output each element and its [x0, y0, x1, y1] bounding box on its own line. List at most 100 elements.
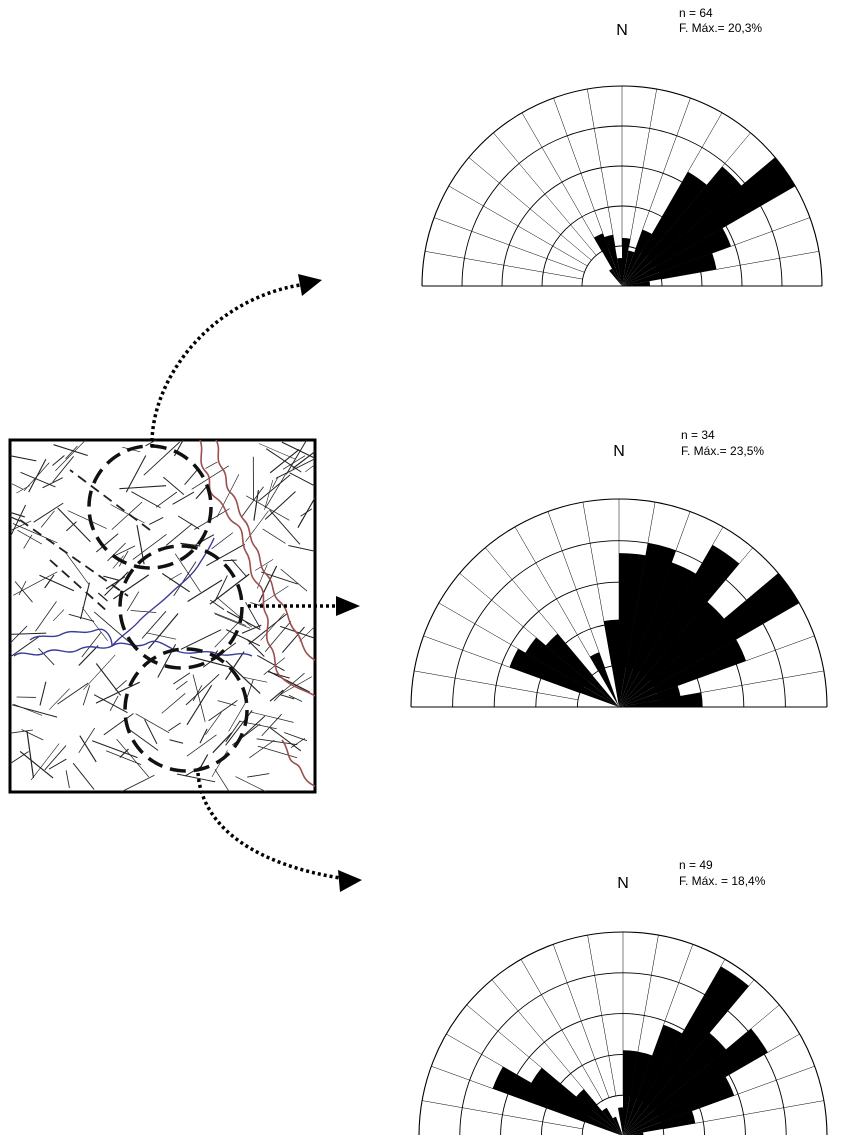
lineament [83, 654, 116, 690]
lineament [225, 720, 241, 743]
lineament [258, 443, 296, 460]
rose-grid [410, 498, 828, 708]
rose-petal [624, 1076, 735, 1135]
lineament [40, 510, 55, 528]
lineament [168, 722, 181, 732]
rose-petal [622, 229, 652, 286]
lineament [212, 732, 233, 754]
drainage-line [29, 628, 113, 647]
lineament [65, 445, 78, 460]
lineament [263, 657, 286, 675]
lineament [194, 508, 230, 530]
contour-line [215, 440, 315, 661]
lineament [126, 591, 140, 612]
lineament [79, 582, 91, 620]
rose-petal [622, 237, 631, 286]
lineament [127, 728, 159, 751]
rose-petal [509, 648, 619, 707]
lineament [110, 504, 145, 524]
lineament [260, 612, 285, 641]
lineament [214, 769, 230, 792]
lineament [283, 732, 308, 742]
rose-petal [618, 1107, 623, 1135]
lineament [265, 474, 286, 508]
lineament [10, 455, 37, 462]
rose-petal [603, 619, 619, 707]
lineament-dashed [69, 469, 151, 531]
lineament [149, 516, 164, 525]
lineament [275, 458, 315, 479]
rose-ring [418, 931, 828, 1135]
contour-line [199, 440, 315, 697]
drainage-line [111, 537, 215, 647]
lineament [105, 750, 142, 765]
lineament [113, 574, 150, 600]
rose-petal [619, 685, 681, 707]
lineament [39, 574, 75, 592]
lineament [257, 474, 291, 502]
lineament [57, 507, 91, 543]
lineament [146, 632, 177, 640]
max-frequency: F. Máx. = 18,4% [679, 874, 766, 888]
lineament [282, 455, 306, 470]
sampling-circle-middle [118, 544, 244, 670]
lineament [104, 571, 129, 596]
lineament [265, 448, 302, 473]
lineament [44, 574, 55, 589]
lineament [33, 502, 64, 523]
lineament [143, 441, 180, 476]
lineament [14, 581, 33, 603]
rose-ring [461, 125, 783, 287]
lineament [264, 491, 296, 520]
lineament [292, 450, 315, 469]
rose-petal [602, 1107, 623, 1135]
lineament [241, 624, 262, 634]
lineament-dashed [19, 519, 129, 597]
lineament [19, 750, 54, 779]
rose-petal [623, 1032, 727, 1135]
lineament [95, 663, 122, 696]
rose-petal [623, 966, 749, 1135]
lineament [246, 495, 290, 521]
max-frequency: F. Máx.= 23,5% [681, 444, 764, 458]
lineament [53, 444, 88, 457]
lineament [52, 456, 74, 483]
lineament [279, 694, 295, 700]
lineament [180, 629, 222, 650]
rose-petal [619, 544, 740, 707]
lineament [192, 685, 203, 702]
lineament [172, 491, 195, 505]
lineament [162, 476, 185, 495]
lineament [288, 545, 315, 552]
lineament [12, 523, 58, 544]
lineament [115, 680, 127, 691]
lineament [280, 676, 312, 695]
rose-petal [622, 253, 717, 286]
rose-petal [622, 166, 742, 286]
rose-petal [594, 233, 622, 286]
drainage-line [13, 640, 253, 657]
lineament [253, 490, 259, 521]
rose-petal [622, 171, 707, 286]
lineament [42, 477, 63, 489]
lineament [55, 440, 87, 471]
rose-ring [410, 498, 828, 708]
lineament [28, 458, 47, 493]
rose-petal [619, 639, 746, 707]
lineament [262, 528, 286, 544]
lineament [223, 559, 237, 562]
lineament [112, 555, 124, 569]
lineament [249, 739, 275, 759]
lineament [290, 737, 306, 749]
lineament [81, 607, 108, 641]
lineament [177, 515, 200, 530]
rose-diagram-bottom: N n = 49 F. Máx. = 18,4% [418, 858, 828, 1135]
lineament [11, 704, 58, 718]
lineament [185, 673, 220, 706]
connector-arrow-middle [248, 596, 360, 616]
rose-petal [622, 281, 651, 286]
lineament [226, 610, 261, 631]
lineament [147, 613, 179, 650]
lineament [190, 656, 234, 669]
